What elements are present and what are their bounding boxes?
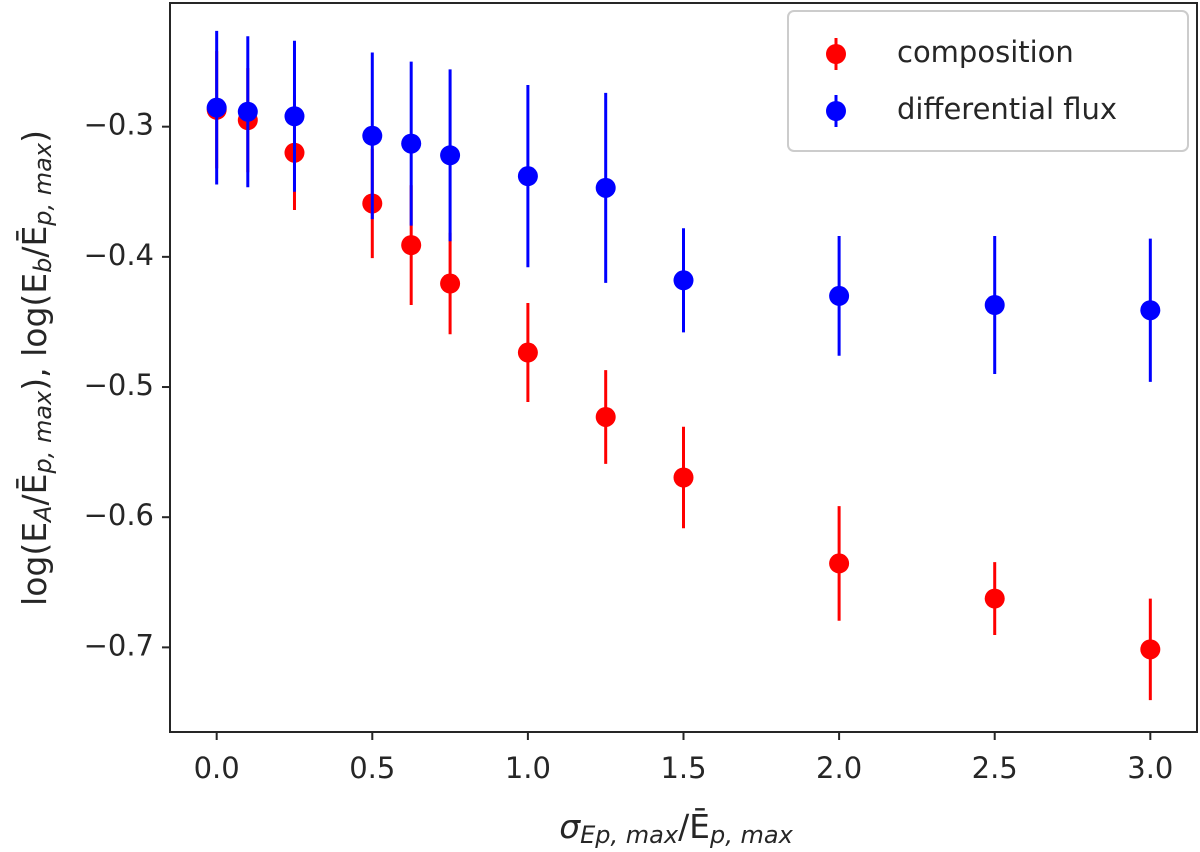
label-part: log(E: [15, 522, 54, 606]
label-part: /Ē: [15, 226, 54, 258]
point: [440, 273, 461, 294]
legend-box: [787, 10, 1189, 152]
label-part: ): [15, 130, 54, 143]
x-tick-label: 2.0: [816, 751, 862, 785]
label-part: /Ē: [15, 474, 54, 506]
label-part: A: [29, 506, 57, 524]
label-part: p, max: [709, 821, 794, 849]
label-part: ), log(E: [15, 273, 54, 391]
point: [284, 106, 305, 127]
point: [401, 133, 422, 154]
point: [517, 166, 538, 187]
y-tick-label: −0.3: [84, 108, 154, 142]
point: [595, 177, 616, 198]
point: [673, 270, 694, 291]
point: [984, 588, 1005, 609]
legend-marker: [826, 44, 846, 64]
y-tick-label: −0.4: [84, 238, 154, 272]
point: [984, 295, 1005, 316]
x-tick-label: 1.0: [505, 751, 551, 785]
point: [829, 553, 850, 574]
point: [829, 285, 850, 306]
point: [1140, 300, 1161, 321]
legend-label: differential flux: [897, 92, 1117, 126]
point: [595, 406, 616, 427]
point: [517, 342, 538, 363]
point: [237, 101, 258, 122]
legend-marker: [826, 101, 846, 121]
label-part: σ: [559, 807, 581, 846]
label-part: Ep, max: [580, 821, 679, 849]
legend-label: composition: [897, 35, 1074, 69]
plot-frame: [169, 2, 1198, 733]
x-axis-label: σEp, max/Ēp, max: [559, 807, 793, 850]
label-part: /Ē: [678, 807, 710, 846]
x-tick-label: 2.5: [972, 751, 1018, 785]
x-tick-label: 1.5: [660, 751, 706, 785]
y-tick-label: −0.6: [84, 498, 154, 532]
label-part: b: [29, 258, 57, 273]
label-part: p, max: [29, 390, 57, 475]
x-tick-label: 3.0: [1127, 751, 1173, 785]
point: [206, 97, 227, 118]
y-tick-label: −0.5: [84, 368, 154, 402]
x-tick-label: 0.5: [349, 751, 395, 785]
point: [401, 235, 422, 256]
y-axis-label: log(EA/Ēp, max), log(Eb/Ēp, max): [15, 130, 58, 606]
point: [1140, 639, 1161, 660]
label-part: p, max: [29, 142, 57, 227]
y-tick-label: −0.7: [84, 628, 154, 662]
point: [673, 467, 694, 488]
point: [362, 125, 383, 146]
x-tick-label: 0.0: [194, 751, 240, 785]
point: [440, 145, 461, 166]
